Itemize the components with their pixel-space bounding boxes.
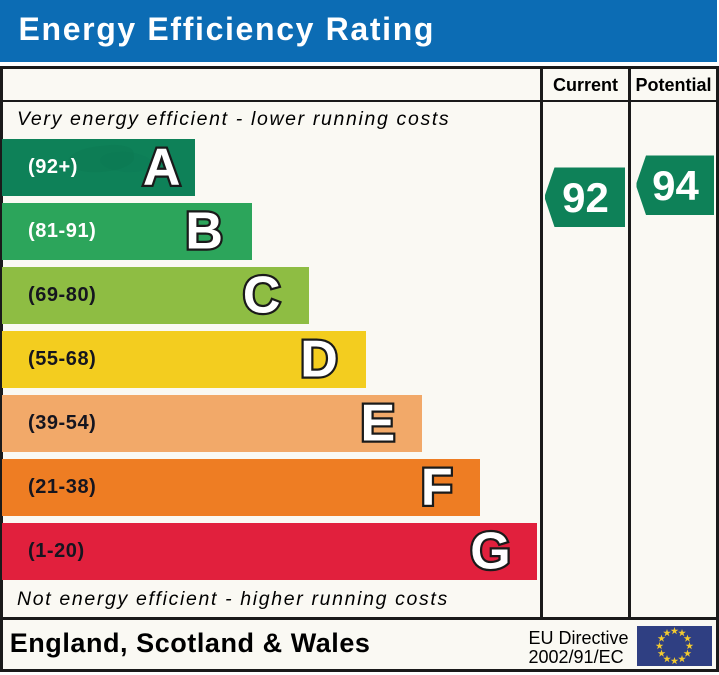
svg-text:F: F bbox=[421, 459, 453, 517]
svg-text:94: 94 bbox=[652, 162, 699, 209]
svg-text:C: C bbox=[243, 267, 281, 325]
svg-text:92: 92 bbox=[562, 174, 609, 221]
svg-text:B: B bbox=[185, 203, 223, 261]
svg-text:E: E bbox=[361, 395, 396, 453]
svg-text:G: G bbox=[470, 523, 510, 581]
svg-text:D: D bbox=[300, 331, 338, 389]
svg-text:A: A bbox=[143, 139, 181, 197]
